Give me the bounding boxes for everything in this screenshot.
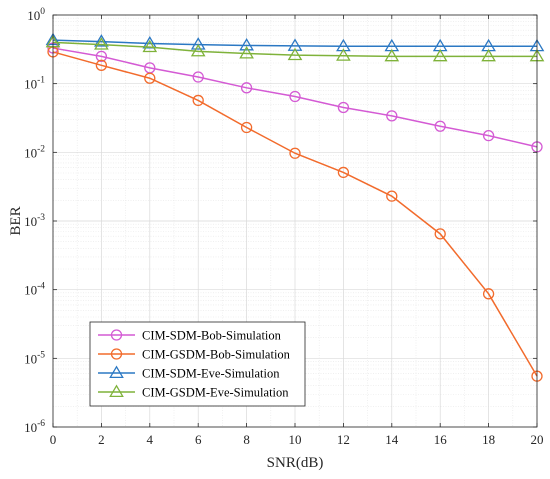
data-point-marker xyxy=(289,147,301,159)
x-tick-label: 6 xyxy=(195,432,202,447)
data-point-marker xyxy=(482,129,495,142)
legend: CIM-SDM-Bob-Simulation CIM-GSDM-Bob-Simul… xyxy=(89,321,306,407)
data-point-marker xyxy=(95,59,108,71)
data-point-marker xyxy=(95,50,108,62)
series-line xyxy=(52,41,537,58)
legend-marker xyxy=(109,384,124,397)
x-tick-label: 14 xyxy=(385,432,399,447)
data-point-marker xyxy=(94,34,109,47)
axis-ticks xyxy=(52,14,538,428)
y-tick-label: 10-3 xyxy=(24,213,45,229)
data-point-marker xyxy=(336,48,351,61)
data-point-marker xyxy=(337,101,350,114)
data-point-marker xyxy=(287,47,303,61)
legend-item: CIM-GSDM-Eve-Simulation xyxy=(98,384,289,400)
data-point-marker xyxy=(337,166,350,179)
legend-label: CIM-SDM-Eve-Simulation xyxy=(142,367,280,381)
legend-item: CIM-SDM-Eve-Simulation xyxy=(98,365,280,381)
legend-marker xyxy=(110,348,123,360)
data-point-marker xyxy=(386,110,398,122)
legend-marker xyxy=(109,365,124,378)
x-tick-label: 20 xyxy=(531,432,544,447)
x-tick-labels: 0 2 4 6 8 10 12 14 16 18 20 xyxy=(50,432,544,447)
y-tick-label: 10-4 xyxy=(24,282,45,298)
data-point-marker xyxy=(192,71,204,83)
y-tick-labels: 100 10-1 10-2 10-3 10-4 10-5 10-6 xyxy=(24,7,45,435)
data-point-marker xyxy=(192,94,204,107)
data-point-marker xyxy=(240,121,253,134)
data-point-marker xyxy=(482,288,495,300)
data-point-marker xyxy=(384,48,400,62)
x-tick-label: 2 xyxy=(98,432,105,447)
data-point-marker xyxy=(190,37,206,50)
series-4 xyxy=(45,34,545,62)
series-1 xyxy=(47,42,543,153)
y-tick-label: 10-5 xyxy=(24,350,45,366)
x-tick-label: 10 xyxy=(289,432,302,447)
legend-item: CIM-GSDM-Bob-Simulation xyxy=(98,348,291,362)
legend-marker xyxy=(110,329,123,341)
data-point-marker xyxy=(434,228,446,240)
legend-label: CIM-GSDM-Eve-Simulation xyxy=(142,386,289,400)
series-line xyxy=(52,39,537,48)
data-point-marker xyxy=(434,120,446,132)
data-point-marker xyxy=(94,37,109,50)
legend-item: CIM-SDM-Bob-Simulation xyxy=(98,329,282,343)
data-point-marker xyxy=(190,43,206,57)
data-point-marker xyxy=(240,82,253,94)
y-tick-label: 10-6 xyxy=(24,419,45,435)
legend-label: CIM-GSDM-Bob-Simulation xyxy=(142,348,291,362)
data-point-marker xyxy=(432,48,448,62)
data-point-marker xyxy=(239,46,254,59)
y-tick-label: 10-1 xyxy=(24,76,45,92)
x-axis-title: SNR(dB) xyxy=(267,455,324,471)
data-point-marker xyxy=(239,37,254,51)
y-axis-title: BER xyxy=(8,206,24,235)
legend-label: CIM-SDM-Bob-Simulation xyxy=(142,329,282,343)
data-point-marker xyxy=(142,39,158,53)
x-tick-label: 0 xyxy=(50,432,57,447)
y-tick-label: 100 xyxy=(27,7,45,23)
x-tick-label: 18 xyxy=(482,432,495,447)
x-tick-label: 8 xyxy=(243,432,250,447)
data-point-marker xyxy=(481,48,496,62)
x-tick-label: 16 xyxy=(434,432,448,447)
series-line xyxy=(52,47,538,148)
data-point-marker xyxy=(386,190,398,202)
series-line xyxy=(52,51,538,377)
data-point-marker xyxy=(289,90,301,103)
x-tick-label: 4 xyxy=(147,432,154,447)
y-tick-label: 10-2 xyxy=(24,144,45,160)
data-point-marker xyxy=(144,72,156,84)
x-tick-label: 12 xyxy=(337,432,350,447)
